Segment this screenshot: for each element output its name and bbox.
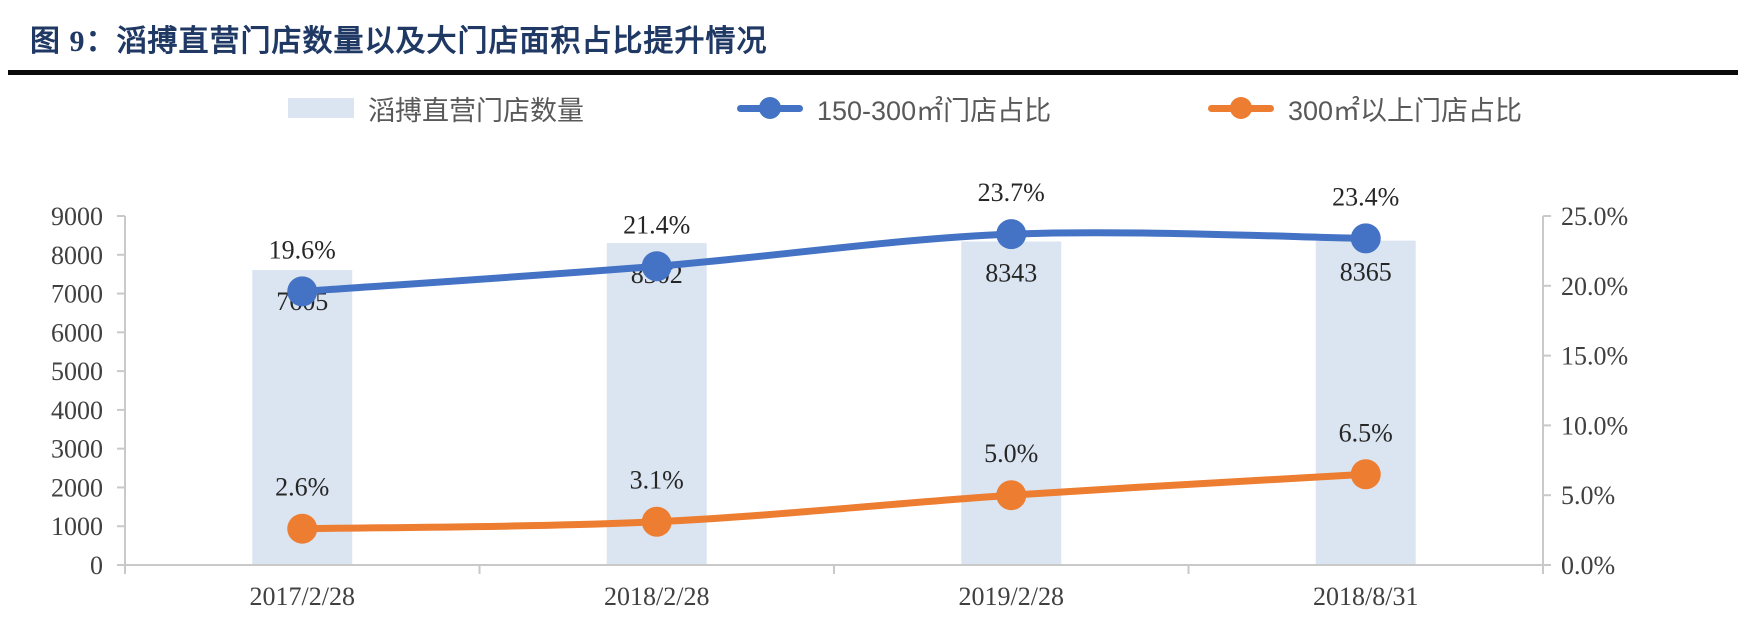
orange-line-dot-icon (1208, 97, 1274, 119)
bar-swatch-icon (288, 98, 354, 118)
figure-title: 图 9：滔搏直营门店数量以及大门店面积占比提升情况 (30, 25, 768, 58)
left-axis-tick-label: 8000 (51, 241, 103, 270)
legend-label-300plus: 300㎡以上门店占比 (1288, 95, 1523, 126)
right-axis-tick-label: 25.0% (1561, 202, 1628, 231)
title-divider (8, 70, 1738, 75)
orange-data-point (996, 480, 1027, 511)
bar-value-label: 8365 (1340, 258, 1392, 287)
left-axis-tick-label: 2000 (51, 473, 103, 502)
left-axis-tick-label: 0 (90, 551, 103, 580)
blue-point-label: 23.4% (1332, 182, 1399, 211)
left-axis-tick-label: 9000 (51, 202, 103, 231)
legend-item-stores: 滔搏直营门店数量 (288, 92, 584, 126)
orange-point-label: 3.1% (630, 466, 684, 495)
x-axis-label: 2019/2/28 (959, 582, 1064, 611)
left-axis-tick-label: 6000 (51, 318, 103, 347)
x-axis-label: 2017/2/28 (250, 582, 355, 611)
legend-item-150-300: 150-300㎡门店占比 (737, 92, 1051, 126)
bar-value-label: 8343 (985, 258, 1037, 287)
orange-data-point (641, 506, 672, 537)
right-axis-tick-label: 15.0% (1561, 342, 1628, 371)
legend-label-stores: 滔搏直营门店数量 (368, 95, 584, 126)
blue-data-point (1350, 223, 1381, 254)
left-axis-tick-label: 3000 (51, 435, 103, 464)
orange-point-label: 6.5% (1339, 418, 1393, 447)
left-axis-tick-label: 1000 (51, 512, 103, 541)
right-axis-tick-label: 5.0% (1561, 481, 1615, 510)
blue-line-dot-icon (737, 97, 803, 119)
left-axis-tick-label: 5000 (51, 357, 103, 386)
right-axis-tick-label: 0.0% (1561, 551, 1615, 580)
left-axis-tick-label: 7000 (51, 280, 103, 309)
blue-point-label: 21.4% (623, 210, 690, 239)
orange-line-series (302, 470, 1366, 533)
right-axis-tick-label: 10.0% (1561, 411, 1628, 440)
legend-item-300plus: 300㎡以上门店占比 (1208, 92, 1522, 126)
x-axis-label: 2018/8/31 (1313, 582, 1418, 611)
orange-point-label: 2.6% (275, 473, 329, 502)
legend-label-150-300: 150-300㎡门店占比 (817, 95, 1052, 126)
bar (961, 241, 1062, 566)
blue-line-series (302, 229, 1366, 295)
orange-data-point (287, 513, 318, 544)
blue-data-point (996, 219, 1027, 250)
x-axis-label: 2018/2/28 (604, 582, 709, 611)
bar (1315, 240, 1416, 565)
blue-data-point (641, 251, 672, 282)
right-axis-tick-label: 20.0% (1561, 272, 1628, 301)
blue-point-label: 19.6% (269, 235, 336, 264)
blue-point-label: 23.7% (978, 178, 1045, 207)
orange-data-point (1350, 459, 1381, 490)
blue-data-point (287, 276, 318, 307)
left-axis-tick-label: 4000 (51, 396, 103, 425)
orange-point-label: 5.0% (984, 439, 1038, 468)
